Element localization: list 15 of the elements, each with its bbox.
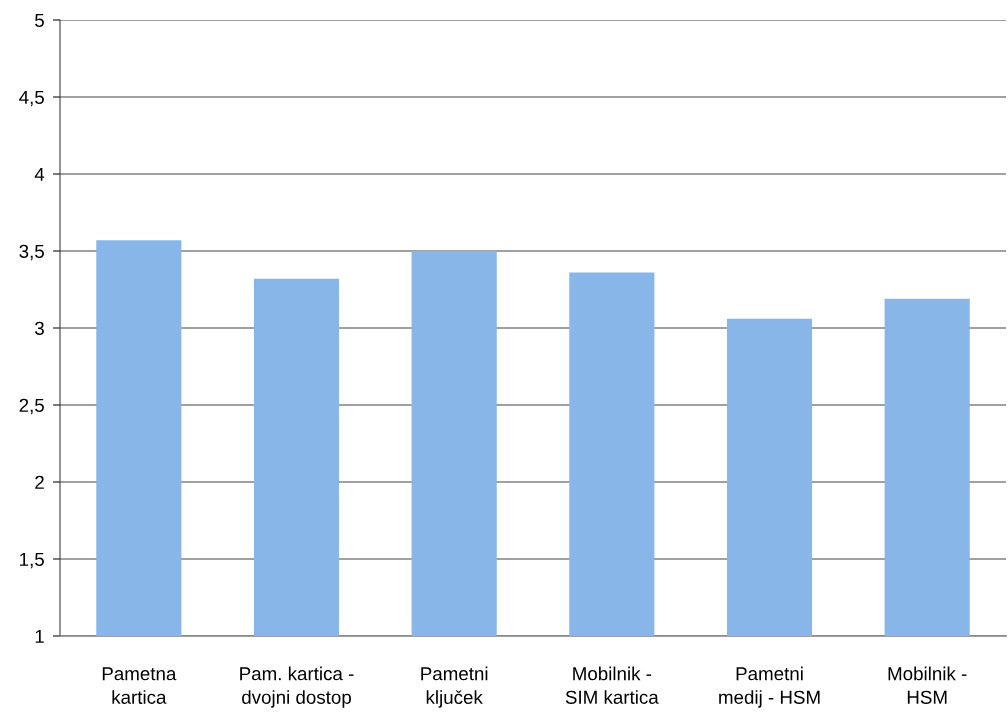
x-tick-label: Mobilnik - SIM kartica xyxy=(565,666,659,704)
y-tick-label: 4,5 xyxy=(19,90,44,107)
x-tick-label: Pametna kartica xyxy=(102,667,177,704)
y-tick-label: 4 xyxy=(34,167,45,181)
x-tick-label: Pam. kartica - dvojni dostop xyxy=(240,666,354,708)
y-tick-label: 2,5 xyxy=(19,398,44,415)
x-tick-label: Pametni ključek xyxy=(421,666,488,708)
y-tick-label: 3,5 xyxy=(19,244,44,261)
y-tick-label: 5 xyxy=(35,13,44,27)
x-tick-label: Mobilnik - HSM xyxy=(888,666,967,704)
y-tick-label: 2 xyxy=(35,475,44,489)
y-tick-label: 3 xyxy=(35,321,44,335)
y-tick-label: 1,5 xyxy=(20,552,44,569)
x-tick-label: Pametni medij - HSM xyxy=(719,666,820,708)
y-tick-label: 1 xyxy=(35,629,44,643)
